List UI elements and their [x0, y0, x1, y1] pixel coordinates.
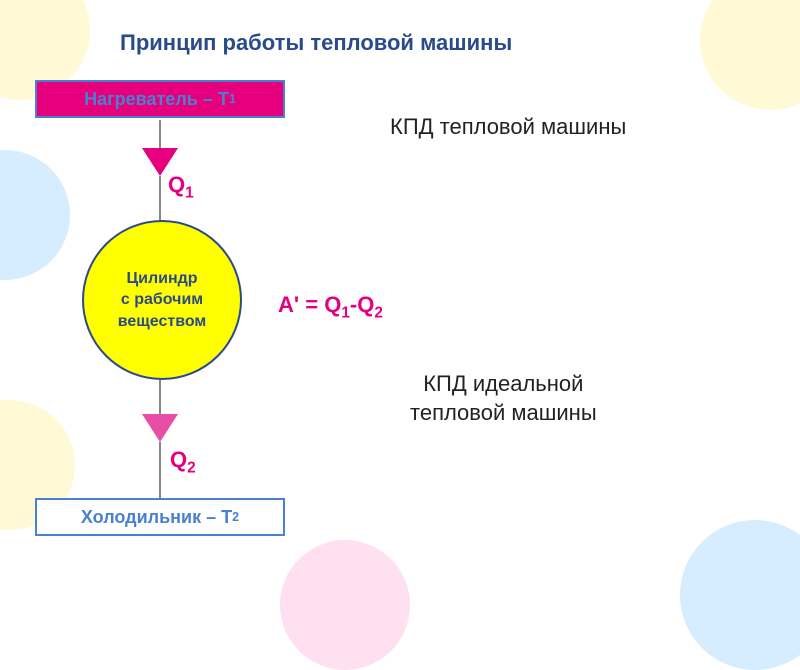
q2-base: Q — [170, 447, 187, 472]
kpd-real-text: КПД тепловой машины — [390, 114, 626, 140]
formula-mid: -Q — [350, 292, 374, 317]
cyl-line1: Цилиндр — [126, 268, 197, 290]
bg-blob-blue-2 — [680, 520, 800, 670]
bg-blob-yellow-3 — [700, 0, 800, 110]
line-tri1-circle — [159, 176, 161, 222]
cyl-line2: с рабочим — [121, 289, 203, 311]
line-heater-tri1 — [159, 120, 161, 150]
line-tri2-cooler — [159, 442, 161, 498]
arrow-q2-icon — [142, 414, 178, 442]
line-circle-tri2 — [159, 380, 161, 416]
q2-label: Q2 — [170, 447, 196, 477]
kpd-ideal-l1: КПД идеальной — [423, 371, 583, 396]
cooler-sub: 2 — [232, 510, 239, 524]
formula-sub1: 1 — [341, 304, 350, 321]
bg-blob-blue-1 — [0, 150, 70, 280]
cooler-box: Холодильник – Т2 — [35, 498, 285, 536]
q1-label: Q1 — [168, 172, 194, 202]
formula-sub2: 2 — [374, 304, 383, 321]
work-formula: A' = Q1-Q2 — [278, 292, 383, 322]
formula-lhs: A' = Q — [278, 292, 341, 317]
q1-sub: 1 — [185, 184, 194, 201]
heater-sub: 1 — [229, 92, 236, 106]
diagram-container: Принцип работы тепловой машины Нагревате… — [0, 0, 800, 600]
heater-box: Нагреватель – Т1 — [35, 80, 285, 118]
q1-base: Q — [168, 172, 185, 197]
cooler-label: Холодильник – Т — [81, 507, 232, 528]
q2-sub: 2 — [187, 459, 196, 476]
kpd-ideal-text: КПД идеальной тепловой машины — [410, 370, 597, 427]
heater-label: Нагреватель – Т — [84, 89, 229, 110]
cylinder-circle: Цилиндр с рабочим веществом — [82, 220, 242, 380]
kpd-ideal-l2: тепловой машины — [410, 400, 597, 425]
cyl-line3: веществом — [118, 311, 206, 333]
diagram-title: Принцип работы тепловой машины — [120, 30, 512, 56]
bg-blob-pink-1 — [280, 540, 410, 670]
